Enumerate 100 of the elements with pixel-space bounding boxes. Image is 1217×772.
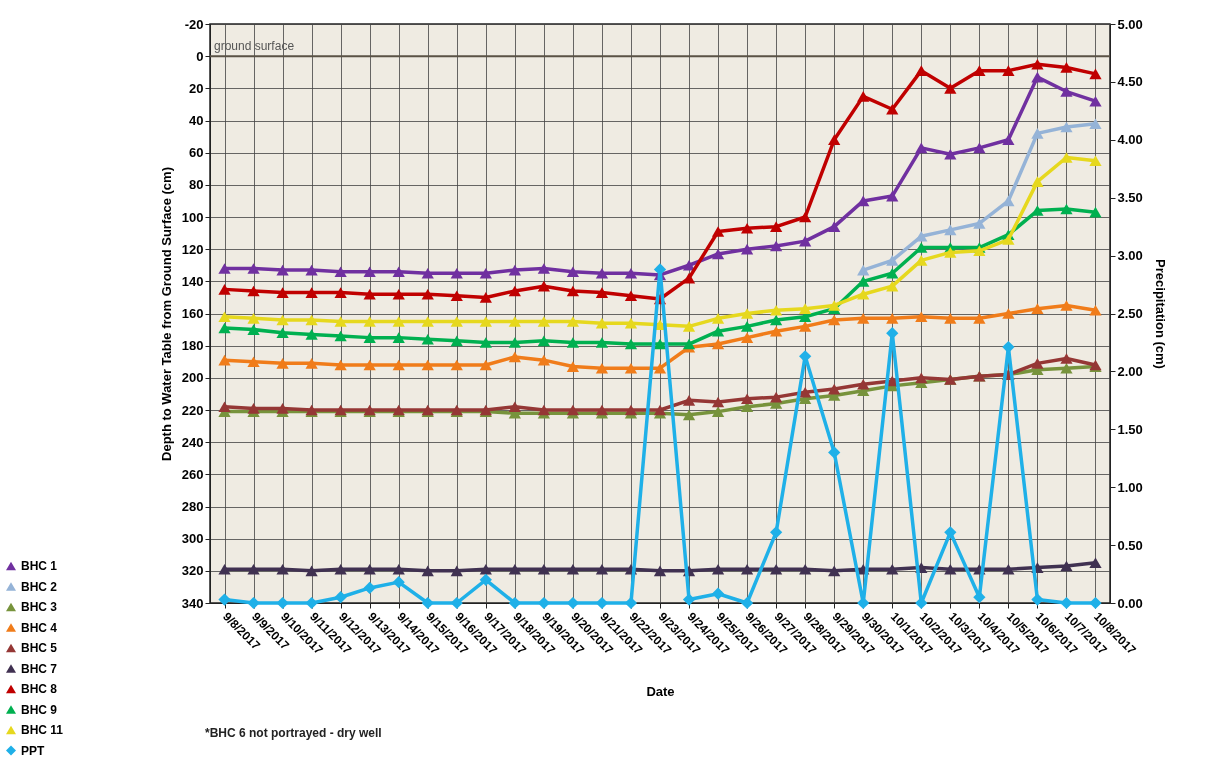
- point: [595, 337, 609, 348]
- point: [682, 259, 696, 271]
- point: [886, 255, 899, 266]
- y-tick-label: 340: [181, 595, 204, 611]
- point: [334, 359, 347, 371]
- point: [276, 358, 289, 369]
- point: [828, 314, 841, 326]
- point: [334, 330, 347, 342]
- y2-tick-label: 4.50: [1117, 74, 1143, 90]
- point: [1060, 62, 1073, 73]
- point: [247, 285, 260, 297]
- point: [218, 563, 231, 575]
- point: [915, 372, 928, 384]
- y2-tick-label: 2.00: [1117, 363, 1143, 379]
- y2-tick-label: 3.50: [1117, 190, 1143, 206]
- point: [247, 563, 260, 575]
- y-tick-label: 20: [189, 80, 204, 96]
- point: [973, 245, 986, 257]
- point: [740, 332, 754, 343]
- legend-label: BHC 5: [21, 641, 58, 655]
- point: [857, 91, 870, 102]
- point: [508, 264, 521, 276]
- point: [508, 285, 521, 297]
- point: [711, 338, 725, 350]
- y2-tick-label: 1.50: [1117, 421, 1143, 437]
- point: [276, 264, 289, 276]
- point: [218, 311, 231, 323]
- point: [1060, 362, 1073, 374]
- point: [247, 313, 260, 324]
- y-tick-label: 200: [181, 370, 204, 386]
- point: [305, 565, 318, 577]
- point: [508, 337, 521, 348]
- point: [1002, 134, 1015, 146]
- point: [218, 593, 231, 606]
- legend-label: BHC 9: [21, 702, 58, 717]
- point: [944, 224, 957, 236]
- point: [1060, 560, 1073, 572]
- point: [537, 563, 550, 575]
- point: [1089, 557, 1102, 569]
- x-axis-title: Date: [646, 684, 675, 700]
- point: [682, 272, 696, 284]
- point: [450, 267, 463, 279]
- point: [682, 409, 696, 421]
- point: [1031, 303, 1044, 314]
- y-tick-label: 140: [181, 273, 204, 289]
- y-tick-label: 260: [181, 466, 204, 482]
- point: [508, 563, 521, 575]
- point: [799, 211, 812, 223]
- point: [450, 335, 463, 347]
- point: [799, 235, 812, 247]
- y-tick-label: 60: [189, 145, 204, 161]
- point: [944, 526, 957, 539]
- point: [566, 361, 580, 372]
- point: [247, 356, 260, 368]
- point: [828, 134, 841, 146]
- point: [247, 263, 260, 274]
- legend-label: PPT: [21, 743, 46, 758]
- point: [537, 596, 550, 610]
- y-tick-label: 80: [189, 177, 204, 193]
- point: [1002, 65, 1015, 76]
- point: [305, 596, 318, 610]
- point: [508, 401, 521, 413]
- y-tick-label: 280: [181, 499, 204, 514]
- legend-label: BHC 1: [21, 559, 58, 573]
- point: [915, 65, 928, 76]
- point: [595, 267, 609, 279]
- point: [566, 596, 580, 610]
- point: [682, 593, 696, 606]
- y-tick-label: 0: [196, 48, 204, 64]
- point: [334, 563, 347, 575]
- point: [595, 287, 609, 298]
- point: [624, 338, 638, 350]
- point: [479, 316, 492, 327]
- point: [595, 563, 609, 575]
- point: [305, 287, 318, 298]
- legend-label: BHC 8: [21, 682, 58, 696]
- point: [421, 565, 434, 577]
- point: [1089, 68, 1102, 80]
- point: [857, 313, 870, 324]
- y-tick-label: 220: [181, 402, 204, 418]
- point: [334, 266, 347, 277]
- legend-label: BHC 7: [21, 661, 58, 676]
- point: [566, 285, 580, 297]
- point: [711, 563, 725, 575]
- point: [1089, 155, 1102, 167]
- y-tick-label: 300: [181, 531, 204, 547]
- point: [1002, 234, 1015, 245]
- point: [479, 267, 492, 279]
- point: [1031, 71, 1044, 83]
- point: [421, 359, 434, 371]
- point: [1002, 340, 1015, 354]
- point: [1060, 203, 1073, 215]
- point: [479, 563, 492, 575]
- point: [740, 563, 754, 575]
- point: [944, 247, 957, 258]
- point: [218, 284, 231, 295]
- point: [828, 221, 841, 232]
- point: [886, 313, 899, 324]
- point: [770, 325, 783, 337]
- point: [915, 311, 928, 323]
